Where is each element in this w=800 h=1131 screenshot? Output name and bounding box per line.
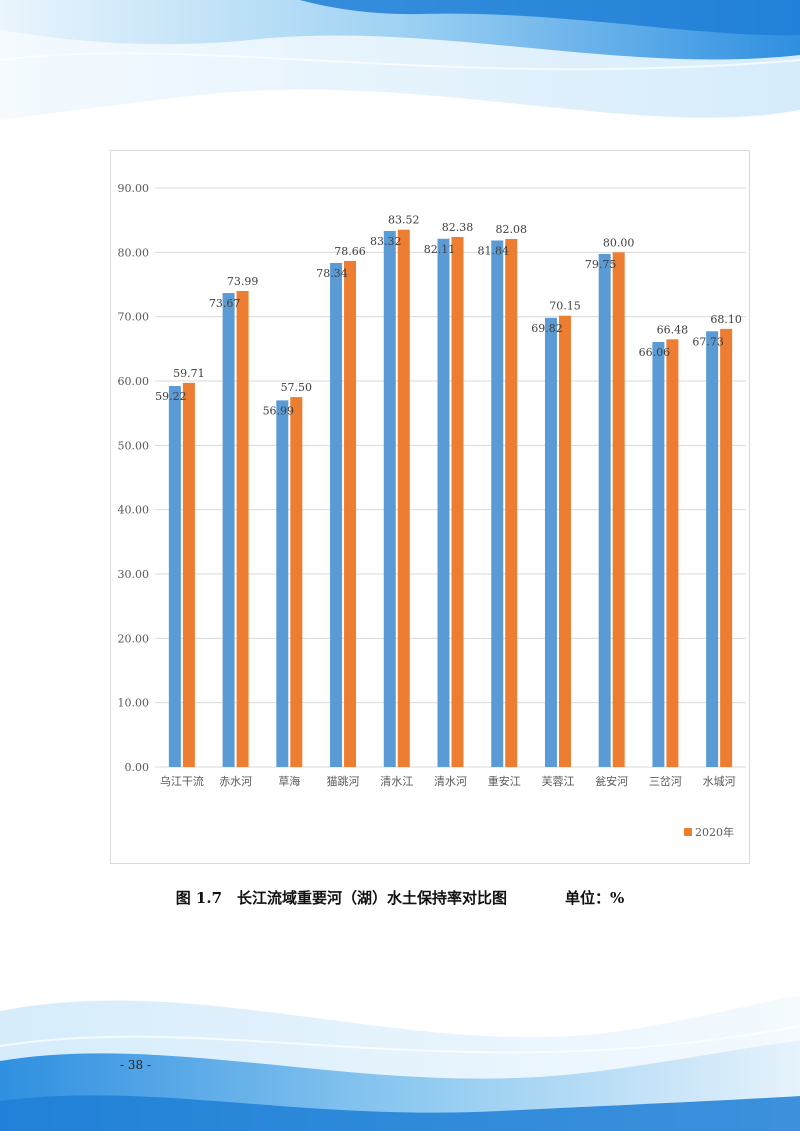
data-label-series-1: 56.99 bbox=[263, 404, 295, 417]
data-label-series-2: 57.50 bbox=[281, 381, 313, 394]
bar-series-1 bbox=[330, 263, 343, 767]
bar-series-2 bbox=[236, 290, 249, 767]
legend-swatch bbox=[684, 828, 692, 836]
data-label-series-2: 78.66 bbox=[334, 245, 366, 258]
data-label-series-1: 82.11 bbox=[424, 243, 456, 256]
bar-series-2 bbox=[290, 397, 303, 767]
bars bbox=[168, 229, 733, 768]
data-label-series-1: 69.82 bbox=[531, 322, 563, 335]
bar-series-1 bbox=[598, 253, 611, 768]
bar-series-2 bbox=[505, 238, 518, 767]
y-tick-label: 80.00 bbox=[118, 246, 150, 259]
bar-series-1 bbox=[222, 293, 235, 767]
figure-unit: 单位：% bbox=[565, 889, 625, 907]
data-label-series-2: 82.08 bbox=[495, 223, 527, 236]
x-tick-label: 重安江 bbox=[488, 774, 521, 788]
y-tick-label: 20.00 bbox=[118, 632, 150, 645]
x-tick-label: 芙蓉江 bbox=[541, 774, 574, 788]
figure-caption: 图 1.7 长江流域重要河（湖）水土保持率对比图 单位：% bbox=[0, 887, 800, 908]
bar-series-2 bbox=[612, 252, 625, 767]
bar-series-1 bbox=[276, 400, 289, 767]
y-axis-ticks: 0.00 10.00 20.00 30.00 40.00 50.00 60.00 70.00 8… bbox=[118, 182, 150, 774]
data-label-series-2: 59.71 bbox=[173, 367, 205, 380]
x-tick-label: 三岔河 bbox=[649, 775, 682, 788]
data-label-series-2: 68.10 bbox=[710, 313, 742, 326]
data-label-series-2: 73.99 bbox=[227, 275, 259, 288]
bar-series-1 bbox=[491, 240, 504, 768]
x-tick-label: 清水河 bbox=[434, 775, 467, 788]
bar-series-1 bbox=[168, 386, 181, 767]
data-label-series-1: 59.22 bbox=[155, 390, 187, 403]
y-tick-label: 40.00 bbox=[118, 504, 150, 517]
data-label-series-1: 83.32 bbox=[370, 235, 402, 248]
data-label-series-2: 66.48 bbox=[657, 323, 689, 336]
figure-title: 图 1.7 长江流域重要河（湖）水土保持率对比图 bbox=[175, 889, 508, 907]
bar-series-2 bbox=[344, 260, 357, 767]
y-tick-label: 70.00 bbox=[118, 311, 150, 324]
bar-series-2 bbox=[720, 328, 733, 767]
x-tick-label: 瓮安河 bbox=[595, 774, 628, 788]
legend-label: 2020年 bbox=[695, 825, 734, 839]
top-wave-decoration bbox=[0, 0, 800, 150]
data-label-series-2: 83.52 bbox=[388, 214, 420, 227]
legend: 2020年 bbox=[684, 825, 734, 839]
x-tick-label: 赤水河 bbox=[219, 775, 252, 788]
bar-series-2 bbox=[451, 237, 464, 768]
bar-series-2 bbox=[397, 229, 410, 768]
bar-series-1 bbox=[544, 317, 557, 767]
bar-series-1 bbox=[437, 238, 450, 767]
bar-chart: 0.00 10.00 20.00 30.00 40.00 50.00 60.00 70.00 8… bbox=[110, 150, 750, 864]
data-label-series-2: 70.15 bbox=[549, 300, 581, 313]
y-tick-label: 0.00 bbox=[125, 761, 150, 774]
data-label-series-1: 73.67 bbox=[209, 297, 241, 310]
y-tick-label: 50.00 bbox=[118, 439, 150, 452]
data-label-series-1: 67.73 bbox=[692, 335, 724, 348]
y-tick-label: 90.00 bbox=[118, 182, 150, 195]
bar-series-2 bbox=[558, 315, 571, 767]
x-tick-label: 清水江 bbox=[380, 775, 413, 788]
data-label-series-1: 66.06 bbox=[639, 346, 671, 359]
y-tick-label: 60.00 bbox=[118, 375, 150, 388]
y-tick-label: 10.00 bbox=[118, 697, 150, 710]
bar-series-2 bbox=[666, 339, 679, 767]
bottom-wave-decoration bbox=[0, 996, 800, 1131]
data-label-series-1: 79.75 bbox=[585, 258, 617, 271]
bar-series-1 bbox=[652, 342, 665, 767]
x-tick-label: 草海 bbox=[278, 774, 300, 788]
x-tick-label: 乌江干流 bbox=[160, 774, 204, 788]
bar-series-2 bbox=[182, 382, 195, 767]
data-label-series-1: 81.84 bbox=[477, 244, 509, 257]
x-axis-ticks: 乌江干流 赤水河 草海 猫跳河 清水江 清水河 重安江 芙蓉江 瓮安河 三岔河 水城河 bbox=[160, 774, 736, 788]
y-tick-label: 30.00 bbox=[118, 568, 150, 581]
data-label-series-1: 78.34 bbox=[316, 267, 348, 280]
x-tick-label: 猫跳河 bbox=[327, 774, 360, 788]
data-labels: 59.22 59.71 73.67 73.99 56.99 57.50 78.34 78.66… bbox=[155, 214, 742, 418]
page-number: - 38 - bbox=[120, 1058, 152, 1072]
data-label-series-2: 82.38 bbox=[442, 221, 474, 234]
data-label-series-2: 80.00 bbox=[603, 236, 635, 249]
chart-canvas: 0.00 10.00 20.00 30.00 40.00 50.00 60.00 70.00 8… bbox=[118, 182, 746, 839]
x-tick-label: 水城河 bbox=[703, 775, 736, 788]
gridlines bbox=[155, 187, 746, 768]
bar-series-1 bbox=[383, 230, 396, 767]
bar-series-1 bbox=[706, 331, 719, 767]
